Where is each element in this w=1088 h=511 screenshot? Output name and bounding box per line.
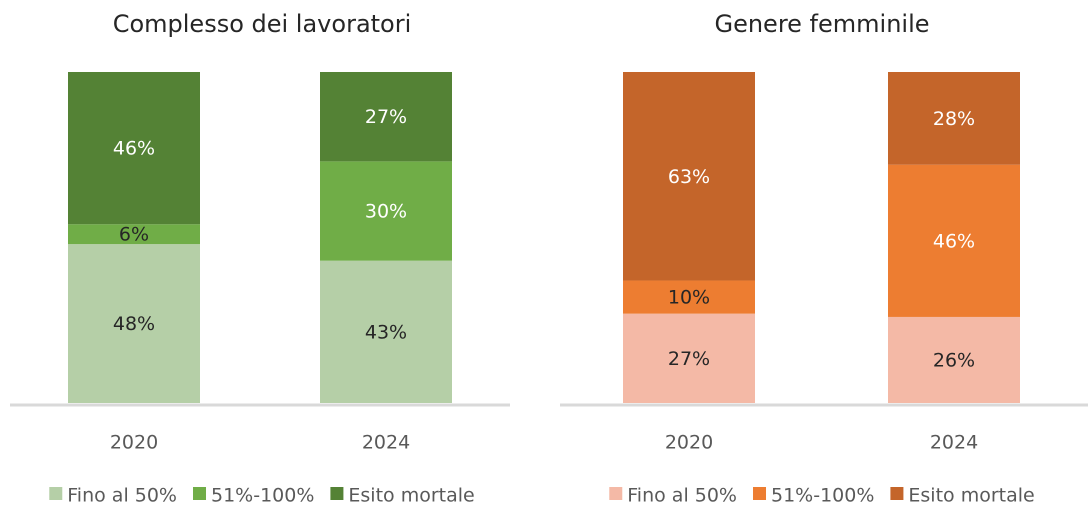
legend-swatch — [609, 487, 623, 500]
bar-segment — [320, 72, 452, 162]
legend-label: Fino al 50% — [67, 485, 177, 507]
bar-segment — [68, 244, 200, 403]
bar-segment — [888, 72, 1020, 165]
chart-title: Complesso dei lavoratori — [113, 10, 412, 38]
bar-segment — [888, 164, 1020, 317]
x-tick-label: 2024 — [930, 432, 978, 454]
data-label: 10% — [668, 287, 710, 309]
data-label: 46% — [113, 138, 155, 160]
data-label: 46% — [933, 230, 975, 252]
data-label: 27% — [365, 106, 407, 128]
data-label: 30% — [365, 201, 407, 223]
legend-swatch — [49, 487, 63, 500]
bar-segment — [320, 260, 452, 403]
data-label: 48% — [113, 313, 155, 335]
data-label: 6% — [119, 224, 149, 246]
data-label: 63% — [668, 166, 710, 188]
bar-segment — [623, 313, 755, 403]
x-tick-label: 2020 — [665, 432, 713, 454]
legend-label: Fino al 50% — [627, 485, 737, 507]
legend-label: 51%-100% — [211, 485, 314, 507]
x-tick-label: 2024 — [362, 432, 410, 454]
x-tick-label: 2020 — [110, 432, 158, 454]
legend-swatch — [330, 487, 344, 500]
legend-swatch — [193, 487, 207, 500]
legend-label: Esito mortale — [908, 485, 1034, 507]
bar-segment — [68, 224, 200, 245]
data-label: 27% — [668, 348, 710, 370]
bar-segment — [888, 316, 1020, 403]
data-label: 26% — [933, 349, 975, 371]
data-label: 43% — [365, 321, 407, 343]
data-label: 28% — [933, 108, 975, 130]
bar-segment — [68, 72, 200, 225]
bar-segment — [623, 72, 755, 281]
legend-swatch — [753, 487, 767, 500]
legend-swatch — [890, 487, 904, 500]
bar-segment — [320, 161, 452, 261]
chart-title: Genere femminile — [714, 10, 929, 38]
bar-segment — [623, 280, 755, 314]
legend-label: Esito mortale — [348, 485, 474, 507]
legend-label: 51%-100% — [771, 485, 874, 507]
